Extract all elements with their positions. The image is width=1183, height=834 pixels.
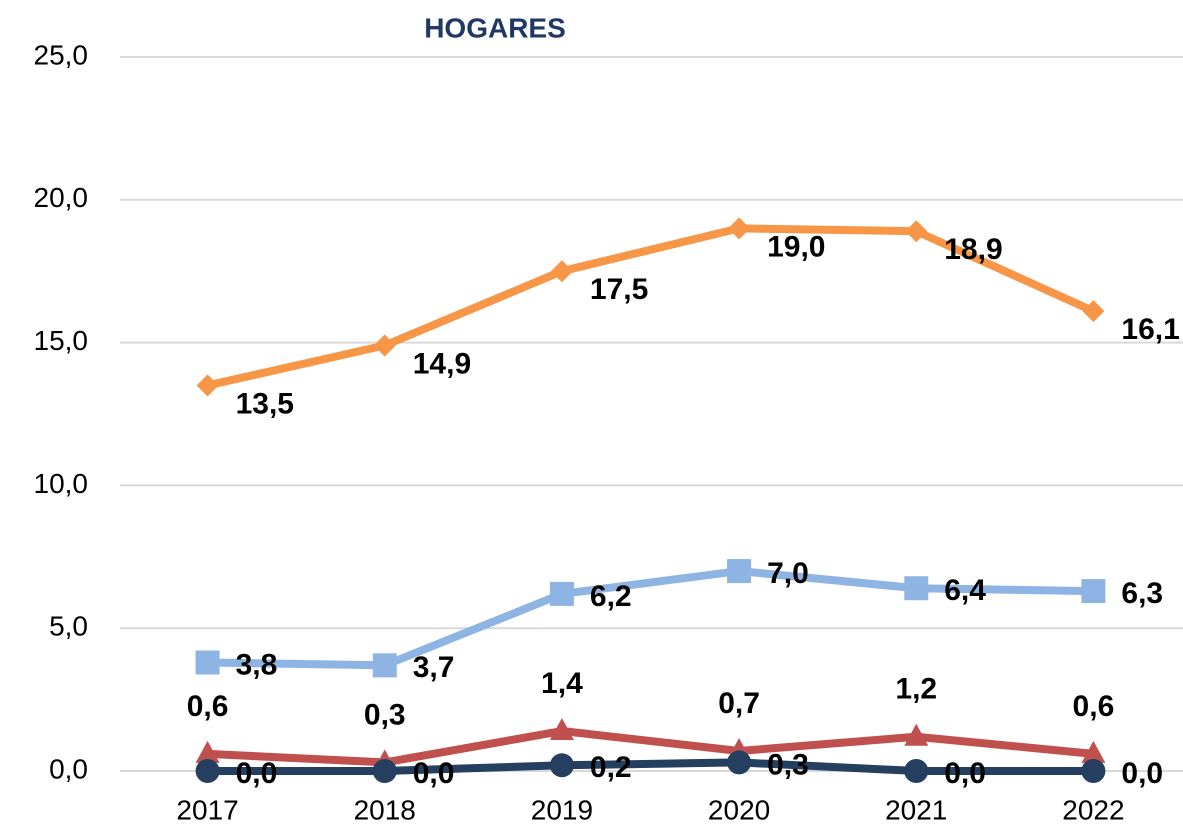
data-label: 6,4 bbox=[944, 574, 986, 607]
marker bbox=[549, 753, 574, 778]
data-label: 1,2 bbox=[895, 673, 937, 706]
y-tick-label: 20,0 bbox=[34, 182, 89, 213]
y-tick-label: 25,0 bbox=[34, 39, 89, 70]
y-tick-label: 10,0 bbox=[34, 468, 89, 499]
data-label: 19,0 bbox=[767, 230, 825, 263]
marker bbox=[195, 650, 220, 675]
y-tick-label: 15,0 bbox=[34, 325, 89, 356]
series-line bbox=[207, 758, 1094, 775]
marker bbox=[550, 260, 573, 283]
data-label: 3,7 bbox=[413, 651, 455, 684]
data-label: 14,9 bbox=[413, 347, 471, 380]
data-label: 1,4 bbox=[541, 667, 583, 700]
marker bbox=[1081, 740, 1106, 763]
marker bbox=[372, 653, 397, 678]
marker bbox=[904, 576, 929, 601]
data-label: 0,3 bbox=[767, 748, 809, 781]
data-label: 0,0 bbox=[944, 757, 986, 790]
marker bbox=[1081, 759, 1106, 783]
data-label: 7,0 bbox=[767, 557, 809, 590]
data-label: 0,2 bbox=[590, 751, 632, 784]
data-label: 0,6 bbox=[1073, 690, 1115, 723]
data-label: 13,5 bbox=[236, 387, 294, 420]
data-label: 0,0 bbox=[236, 757, 278, 790]
data-label: 0,7 bbox=[718, 687, 760, 720]
y-tick-label: 0,0 bbox=[49, 753, 88, 784]
data-label: 0,3 bbox=[364, 698, 406, 731]
marker bbox=[196, 374, 219, 397]
marker bbox=[373, 334, 396, 357]
chart-title: HOGARES bbox=[424, 12, 566, 43]
data-label: 17,5 bbox=[590, 273, 648, 306]
marker bbox=[727, 750, 752, 775]
marker bbox=[904, 723, 929, 746]
marker bbox=[727, 559, 752, 584]
x-tick-label: 2022 bbox=[1062, 794, 1124, 825]
marker bbox=[1081, 579, 1106, 604]
marker bbox=[904, 759, 929, 783]
data-label: 0,0 bbox=[413, 757, 455, 790]
data-label: 6,2 bbox=[590, 580, 632, 613]
x-tick-label: 2018 bbox=[354, 794, 416, 825]
marker bbox=[549, 718, 574, 741]
series-line bbox=[207, 567, 1094, 670]
x-tick-label: 2020 bbox=[708, 794, 770, 825]
marker bbox=[195, 759, 220, 783]
marker bbox=[728, 217, 751, 240]
marker bbox=[549, 581, 574, 606]
marker bbox=[905, 220, 928, 243]
x-tick-label: 2019 bbox=[531, 794, 593, 825]
data-label: 6,3 bbox=[1121, 577, 1163, 610]
series-line bbox=[206, 224, 1096, 390]
data-label: 16,1 bbox=[1121, 313, 1179, 346]
marker bbox=[195, 740, 220, 763]
y-tick-label: 5,0 bbox=[49, 611, 88, 642]
data-label: 0,0 bbox=[1121, 757, 1163, 790]
series-line bbox=[207, 727, 1094, 767]
marker bbox=[372, 759, 397, 783]
data-label: 18,9 bbox=[944, 233, 1002, 266]
x-tick-label: 2017 bbox=[176, 794, 238, 825]
x-tick-label: 2021 bbox=[885, 794, 947, 825]
data-label: 3,8 bbox=[236, 648, 278, 681]
marker bbox=[1082, 300, 1105, 323]
data-label: 0,6 bbox=[187, 690, 229, 723]
